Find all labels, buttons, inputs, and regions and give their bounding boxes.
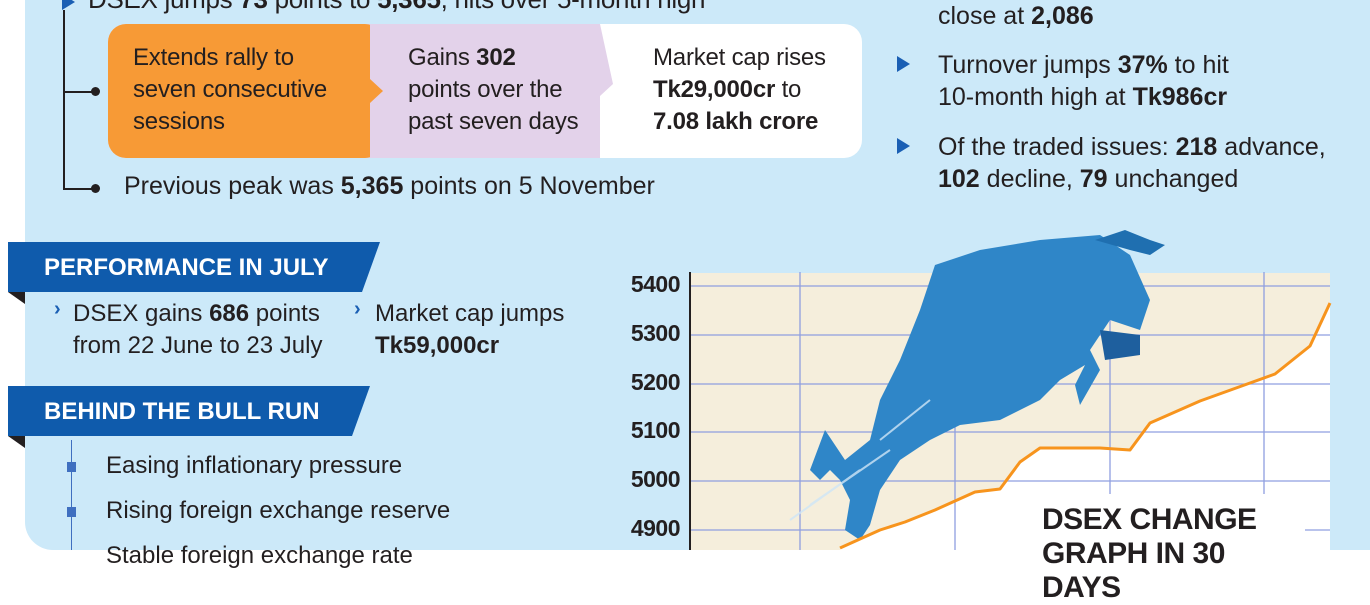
branch-dot (91, 184, 100, 193)
step-box-rally (108, 24, 383, 158)
chevron-right-icon: › (54, 298, 61, 320)
bull-run-item: Easing inflationary pressure (106, 452, 403, 479)
step-market-cap-text: Market cap rises Tk29,000cr to 7.08 lakh… (653, 44, 826, 135)
performance-item-market-cap: Market cap jumps Tk59,000cr (375, 300, 565, 359)
bullet-triangle-icon (897, 138, 910, 154)
traded-issues-text: Of the traded issues: 218 advance, 102 d… (938, 133, 1326, 193)
banner-fold (8, 292, 25, 304)
chevron-right-icon: › (354, 298, 361, 320)
bull-illustration (810, 230, 1165, 540)
y-tick: 5000 (630, 466, 681, 492)
tree-line (63, 10, 65, 190)
headline: DSEX jumps 73 points to 5,365, hits over… (88, 0, 705, 15)
branch-dot (91, 87, 100, 96)
tree-branch (63, 91, 95, 93)
step-boxes: Extends rally to seven consecutive sessi… (108, 24, 862, 158)
tree-branch (63, 188, 95, 190)
performance-banner: PERFORMANCE IN JULY (8, 242, 380, 292)
step-gains-text: Gains 302 points over the past seven day… (408, 44, 579, 135)
list-line (71, 440, 72, 550)
bull-run-item: Rising foreign exchange reserve (106, 497, 451, 524)
y-tick: 5100 (630, 417, 681, 443)
step-rally-text: Extends rally to seven consecutive sessi… (133, 44, 328, 135)
y-tick: 5300 (630, 320, 681, 346)
dsex-line-chart (689, 230, 1332, 550)
y-tick: 5400 (630, 271, 681, 297)
bullet-triangle-icon (62, 0, 75, 10)
banner-fold (8, 436, 25, 448)
chart-title: DSEX CHANGE GRAPH IN 30 DAYS (1042, 503, 1257, 604)
y-tick: 4900 (630, 515, 681, 541)
bullet-square-icon (67, 507, 76, 517)
bull-run-banner: BEHIND THE BULL RUN (8, 386, 370, 436)
y-tick: 5200 (630, 369, 681, 395)
previous-peak-text: Previous peak was 5,365 points on 5 Nove… (124, 172, 655, 200)
close-text: close at 2,086 (938, 2, 1094, 30)
turnover-text: Turnover jumps 37% to hit 10-month high … (938, 51, 1229, 111)
bullet-square-icon (67, 462, 76, 472)
performance-item-dsex: DSEX gains 686 points from 22 June to 23… (73, 300, 323, 359)
bullet-triangle-icon (897, 56, 910, 72)
